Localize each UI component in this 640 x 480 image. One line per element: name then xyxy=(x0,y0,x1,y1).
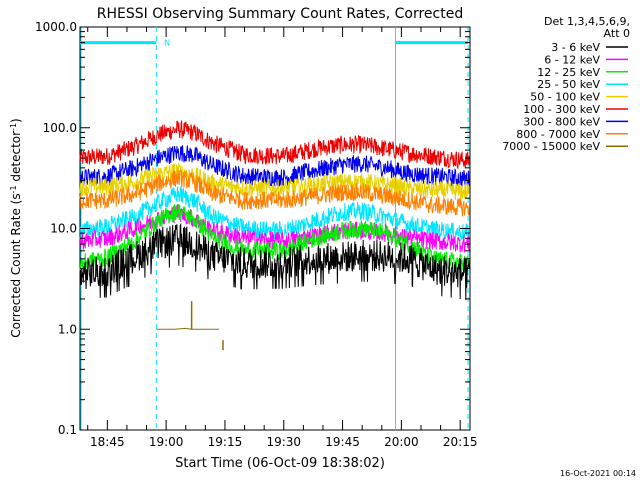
y-axis-label-part: Corrected Count Rate (s xyxy=(9,193,23,337)
legend-entry-label: 300 - 800 keV xyxy=(523,115,600,128)
x-tick-label: 19:00 xyxy=(149,435,184,449)
x-axis: 18:45 19:00 19:15 19:30 19:45 20:00 20:15 xyxy=(87,27,478,449)
attenuator-label: N xyxy=(164,39,170,48)
series-line xyxy=(79,162,470,201)
legend-entry-label: 6 - 12 keV xyxy=(544,53,600,66)
y-tick-label: 1000.0 xyxy=(35,20,77,34)
y-axis-label-part: ) xyxy=(9,118,23,123)
series-line xyxy=(79,145,471,188)
y-axis-label-part: -1 xyxy=(9,123,18,131)
series-line xyxy=(79,222,471,300)
x-tick-label: 20:15 xyxy=(443,435,478,449)
y-axis-label: Corrected Count Rate (s-1 detector-1) xyxy=(9,118,24,337)
y-tick-label: 1.0 xyxy=(58,322,77,336)
y-axis-label-part: -1 xyxy=(9,185,18,193)
chart-title: RHESSI Observing Summary Count Rates, Co… xyxy=(97,6,463,22)
x-axis-label: Start Time (06-Oct-09 18:38:02) xyxy=(175,456,385,471)
y-axis-label-part: detector xyxy=(9,131,23,186)
x-tick-label: 19:15 xyxy=(208,435,243,449)
legend-entry-label: 3 - 6 keV xyxy=(551,41,600,54)
series-line xyxy=(79,186,471,242)
series-line xyxy=(79,169,471,217)
legend-entry-label: 12 - 25 keV xyxy=(537,66,600,79)
y-tick-label: 10.0 xyxy=(50,222,77,236)
legend-entry-label: 7000 - 15000 keV xyxy=(502,140,600,153)
legend-header-line-2: Att 0 xyxy=(604,27,630,40)
x-tick-label: 19:45 xyxy=(325,435,360,449)
y-tick-label: 100.0 xyxy=(43,121,77,135)
y-axis: 1000.0 100.0 10.0 1.0 0.1 xyxy=(35,20,470,437)
x-tick-label: 18:45 xyxy=(90,435,125,449)
x-tick-label: 20:00 xyxy=(384,435,419,449)
legend-entry-label: 800 - 7000 keV xyxy=(516,128,600,141)
x-tick-label: 19:30 xyxy=(266,435,301,449)
series-line xyxy=(79,119,471,170)
legend-entry-label: 100 - 300 keV xyxy=(523,103,600,116)
legend-header-line-1: Det 1,3,4,5,6,9, xyxy=(544,15,630,28)
legend-entry-label: 50 - 100 keV xyxy=(530,91,600,104)
footer-date: 16-Oct-2021 00:14 xyxy=(560,469,636,478)
series-line xyxy=(156,327,219,330)
y-tick-label: 0.1 xyxy=(58,423,77,437)
series-layer xyxy=(79,119,471,351)
legend-entry-label: 25 - 50 keV xyxy=(537,78,600,91)
